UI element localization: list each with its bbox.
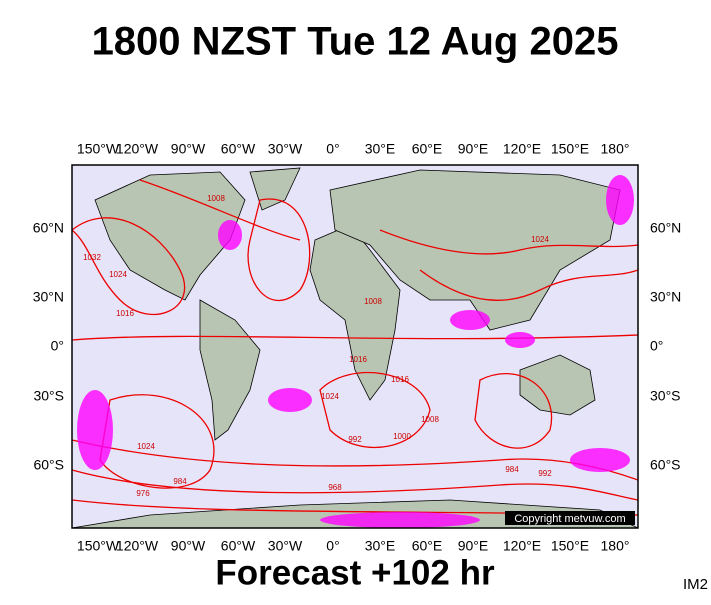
isobar-label: 1024 xyxy=(137,442,155,451)
isobar-label: 968 xyxy=(328,483,342,492)
isobar-label: 1024 xyxy=(321,392,339,401)
lon-label: 120°E xyxy=(503,538,541,554)
lon-label: 30°W xyxy=(268,141,303,157)
isobar-label: 1016 xyxy=(391,375,409,384)
lon-label: 0° xyxy=(326,538,339,554)
lon-label: 30°E xyxy=(365,538,396,554)
lon-label: 180° xyxy=(601,141,630,157)
lat-label: 60°S xyxy=(33,457,64,473)
lat-label: 30°N xyxy=(33,289,64,305)
lon-label: 150°E xyxy=(551,538,589,554)
precipitation xyxy=(77,175,634,528)
lon-label: 150°E xyxy=(551,141,589,157)
lat-label: 0° xyxy=(650,338,663,354)
land xyxy=(71,167,639,529)
isobar-label: 984 xyxy=(173,477,187,486)
lon-label: 180° xyxy=(601,538,630,554)
copyright: Copyright metvuw.com xyxy=(514,513,625,525)
isobar-label: 1024 xyxy=(109,270,127,279)
isobar-label: 1032 xyxy=(83,253,101,262)
isobar-label: 992 xyxy=(348,435,362,444)
lat-label: 0° xyxy=(51,338,64,354)
isobar-label: 1016 xyxy=(116,309,134,318)
lon-label: 60°W xyxy=(221,538,256,554)
copyright-box xyxy=(505,511,635,525)
isobar-label: 976 xyxy=(136,489,150,498)
lon-label: 120°E xyxy=(503,141,541,157)
isobar-label: 1016 xyxy=(349,355,367,364)
lat-label: 60°N xyxy=(650,220,681,236)
isobar-label: 992 xyxy=(538,469,552,478)
map: 1032 1024 1016 1008 1008 1016 1024 1024 1016 1008… xyxy=(71,164,639,529)
lat-label: 60°N xyxy=(33,220,64,236)
lon-label: 30°E xyxy=(365,141,396,157)
image-code: IM2 xyxy=(683,576,708,593)
lon-label: 90°E xyxy=(458,538,489,554)
lon-label: 30°W xyxy=(268,538,303,554)
lat-label: 60°S xyxy=(650,457,681,473)
title: 1800 NZST Tue 12 Aug 2025 xyxy=(92,20,619,64)
isobar-label: 1024 xyxy=(531,235,549,244)
isobar-label: 1008 xyxy=(364,297,382,306)
lon-label: 60°W xyxy=(221,141,256,157)
lon-label: 0° xyxy=(326,141,339,157)
lon-label: 120°W xyxy=(116,141,159,157)
lon-label: 60°E xyxy=(412,538,443,554)
lon-label: 90°W xyxy=(171,141,206,157)
lon-label: 60°E xyxy=(412,141,443,157)
isobar-label: 1008 xyxy=(207,194,225,203)
isobar-label: 984 xyxy=(505,465,519,474)
lat-label: 30°N xyxy=(650,289,681,305)
lon-label: 90°E xyxy=(458,141,489,157)
isobar-label: 1000 xyxy=(393,432,411,441)
lon-label: 150°W xyxy=(77,141,120,157)
lon-label: 90°W xyxy=(171,538,206,554)
map-frame xyxy=(71,164,639,529)
lon-label: 120°W xyxy=(116,538,159,554)
isobar-label: 1008 xyxy=(421,415,439,424)
lat-label: 30°S xyxy=(33,388,64,404)
lat-label: 30°S xyxy=(650,388,681,404)
forecast: Forecast +102 hr xyxy=(215,553,495,592)
lon-label: 150°W xyxy=(77,538,120,554)
